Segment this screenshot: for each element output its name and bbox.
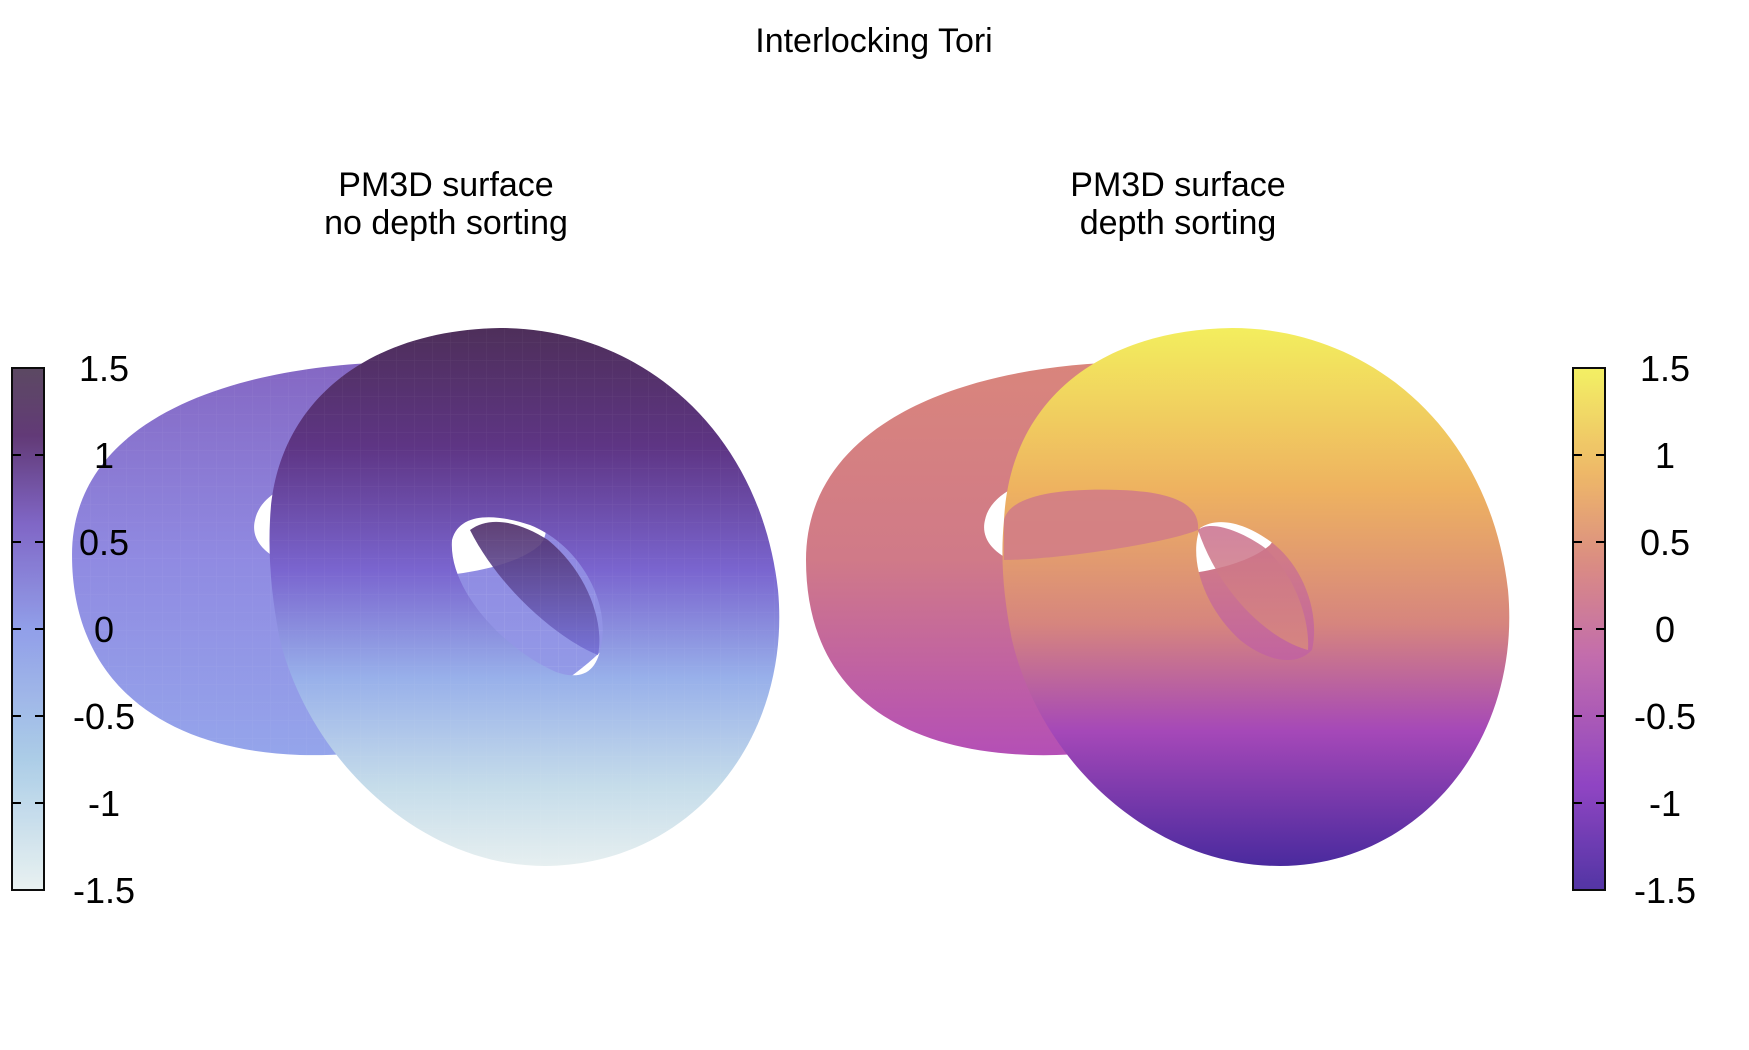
left-colorbar-tick-label: 0.5 <box>79 522 129 563</box>
right-colorbar: 1.5 1 0.5 0 -0.5 -1 -1.5 <box>1572 348 1696 911</box>
right-colorbar-tick-label: 0 <box>1655 609 1675 650</box>
right-colorbar-tick-label: -1.5 <box>1634 870 1696 911</box>
left-subtitle-line2: no depth sorting <box>324 204 568 242</box>
right-colorbar-tick-label: 1 <box>1655 435 1675 476</box>
right-colorbar-tick-label: -0.5 <box>1634 696 1696 737</box>
left-colorbar-tick-label: -0.5 <box>73 696 135 737</box>
right-colorbar-tick-label: 0.5 <box>1640 522 1690 563</box>
figure-title: Interlocking Tori <box>755 22 993 60</box>
right-vertical-torus <box>1002 328 1510 866</box>
right-panel: PM3D surface depth sorting 1.5 1 0.5 0 -0.5 -… <box>806 166 1696 911</box>
left-colorbar-tick-label: 0 <box>94 609 114 650</box>
left-colorbar-tick-label: 1 <box>94 435 114 476</box>
left-panel: PM3D surface no depth sorting 1.5 1 0.5 0 -0… <box>11 166 780 911</box>
left-vertical-torus <box>269 328 780 866</box>
left-colorbar: 1.5 1 0.5 0 -0.5 -1 -1.5 <box>11 348 135 911</box>
left-colorbar-ticks: 1.5 1 0.5 0 -0.5 -1 -1.5 <box>12 348 135 911</box>
left-colorbar-tick-label: 1.5 <box>79 348 129 389</box>
left-colorbar-tick-label: -1 <box>88 783 120 824</box>
right-colorbar-ticks: 1.5 1 0.5 0 -0.5 -1 -1.5 <box>1573 348 1696 911</box>
right-subtitle-line1: PM3D surface <box>1070 166 1285 204</box>
right-colorbar-tick-label: 1.5 <box>1640 348 1690 389</box>
right-subtitle-line2: depth sorting <box>1080 204 1277 242</box>
right-colorbar-tick-label: -1 <box>1649 783 1681 824</box>
left-subtitle-line1: PM3D surface <box>338 166 553 204</box>
left-colorbar-tick-label: -1.5 <box>73 870 135 911</box>
